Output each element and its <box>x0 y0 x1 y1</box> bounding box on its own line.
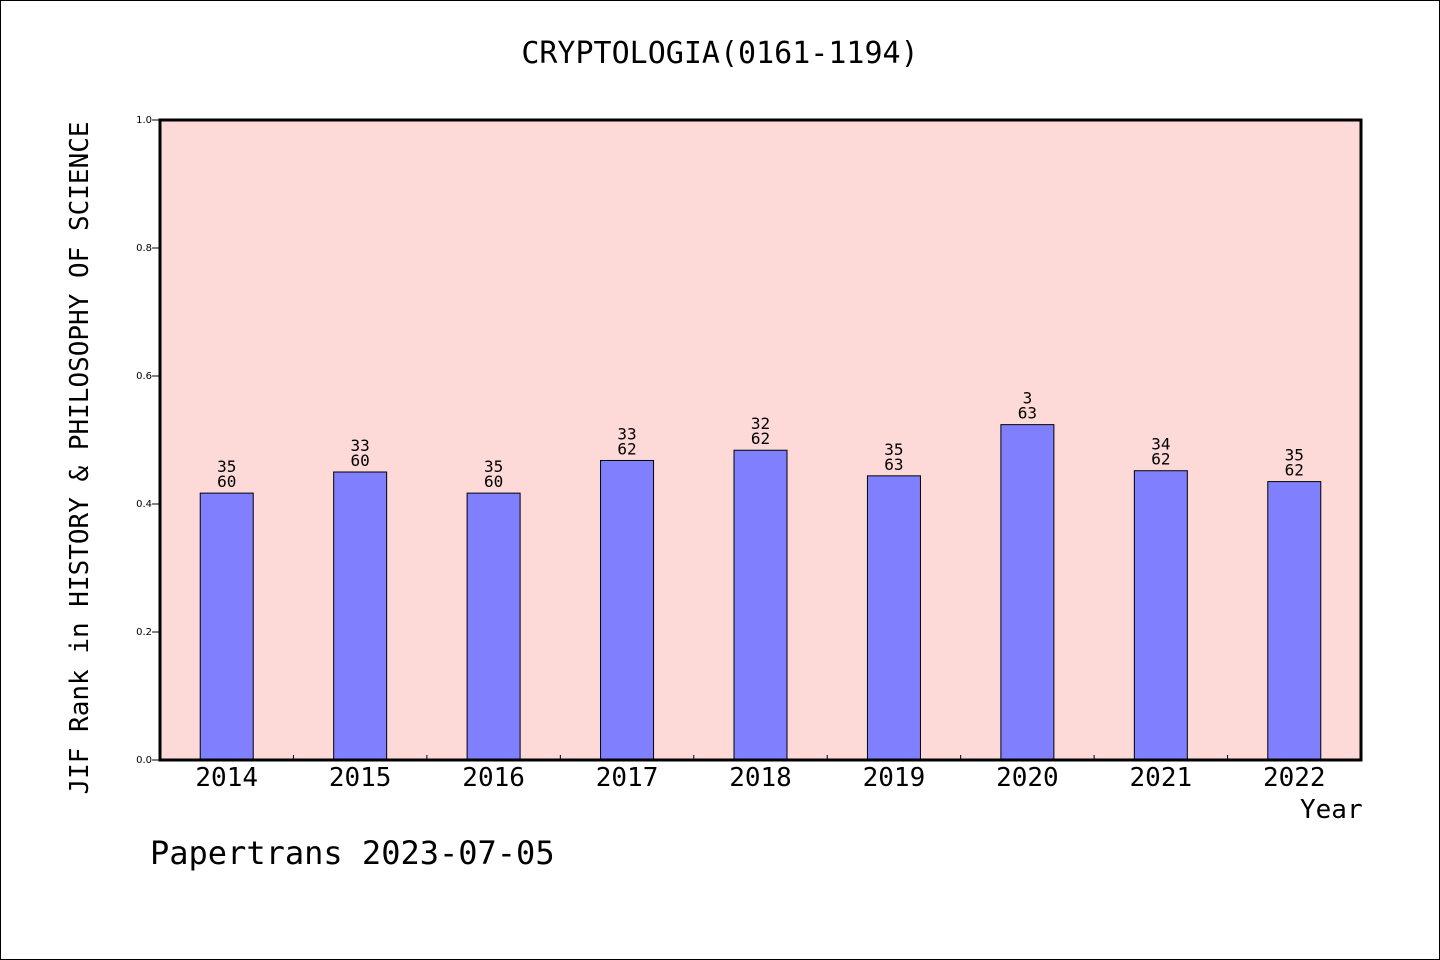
bar <box>466 492 521 761</box>
bar-rank-label: 35 <box>484 457 503 476</box>
bar-rank-label: 35 <box>884 440 903 459</box>
bar-total-label: 60 <box>217 472 236 491</box>
x-tick-label: 2017 <box>596 763 659 793</box>
x-tick-label: 2015 <box>329 763 392 793</box>
bar-rank-label: 3 <box>1023 389 1033 408</box>
y-tick-label: 0.2 <box>136 627 152 638</box>
x-tick-label: 2021 <box>1130 763 1193 793</box>
y-tick-label: 0.6 <box>136 371 152 382</box>
bar <box>866 475 921 761</box>
bar-total-label: 63 <box>1018 404 1037 423</box>
bar <box>1133 470 1188 761</box>
x-tick-label: 2018 <box>729 763 792 793</box>
bar-total-label: 62 <box>751 429 770 448</box>
x-tick-label: 2020 <box>996 763 1059 793</box>
bar <box>733 449 788 761</box>
bar-total-label: 60 <box>484 472 503 491</box>
bar-total-label: 62 <box>617 439 636 458</box>
bar-rank-label: 35 <box>1285 446 1304 465</box>
y-tick-label: 1.0 <box>136 115 152 126</box>
bar-rank-label: 33 <box>351 436 370 455</box>
x-tick-label: 2016 <box>462 763 525 793</box>
y-axis-label: JIF Rank in HISTORY & PHILOSOPHY OF SCIE… <box>65 121 95 795</box>
x-tick-label: 2014 <box>195 763 258 793</box>
footer-credit: Papertrans 2023-07-05 <box>150 834 555 872</box>
bar-total-label: 62 <box>1285 461 1304 480</box>
plot-border <box>158 118 1363 762</box>
bar <box>333 471 388 761</box>
bar <box>199 492 254 761</box>
y-tick-label: 0.4 <box>136 499 152 510</box>
bar-total-label: 60 <box>351 451 370 470</box>
bar <box>1000 424 1055 761</box>
x-tick-label: 2022 <box>1263 763 1326 793</box>
bar-rank-label: 35 <box>217 457 236 476</box>
y-tick-label: 0.0 <box>136 755 152 766</box>
y-tick-label: 0.8 <box>136 243 152 254</box>
bar <box>1267 481 1322 761</box>
bar-total-label: 62 <box>1151 450 1170 469</box>
bar-rank-label: 34 <box>1151 435 1170 454</box>
x-axis-label: Year <box>1300 795 1363 825</box>
x-tick-label: 2019 <box>863 763 926 793</box>
bar-rank-label: 32 <box>751 414 770 433</box>
chart-title: CRYPTOLOGIA(0161-1194) <box>521 36 919 71</box>
bar-total-label: 63 <box>884 455 903 474</box>
bar <box>600 459 655 761</box>
bar-rank-label: 33 <box>617 424 636 443</box>
